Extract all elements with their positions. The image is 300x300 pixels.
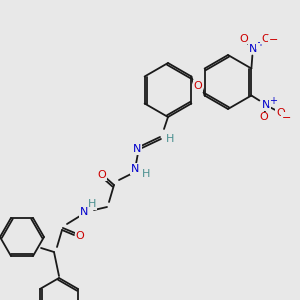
Text: N: N <box>262 100 271 110</box>
Text: H: H <box>88 199 96 209</box>
Text: N: N <box>133 144 141 154</box>
Text: O: O <box>261 34 270 44</box>
Text: +: + <box>256 38 264 49</box>
Text: −: − <box>269 35 278 46</box>
Text: O: O <box>239 34 248 44</box>
Text: +: + <box>269 95 278 106</box>
Text: O: O <box>276 109 285 118</box>
Text: O: O <box>76 231 84 241</box>
Text: O: O <box>98 170 106 180</box>
Text: N: N <box>249 44 258 53</box>
Text: H: H <box>166 134 174 144</box>
Text: O: O <box>259 112 268 122</box>
Text: N: N <box>80 207 88 217</box>
Text: −: − <box>282 112 291 122</box>
Text: O: O <box>194 81 202 91</box>
Text: N: N <box>131 164 139 174</box>
Text: H: H <box>142 169 150 179</box>
